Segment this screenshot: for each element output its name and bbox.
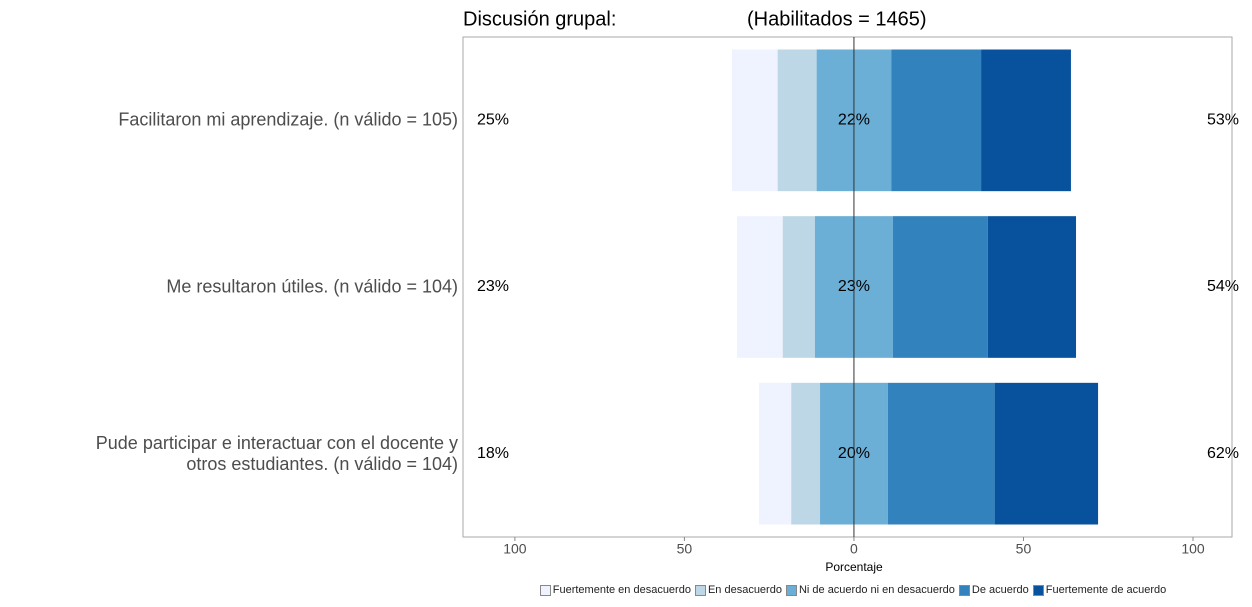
bar-segment xyxy=(782,216,815,358)
category-label: Me resultaron útiles. (n válido = 104) xyxy=(166,276,458,297)
left-label: 25% xyxy=(477,112,509,129)
x-tick-label: 50 xyxy=(677,541,693,557)
legend-swatch xyxy=(694,584,706,596)
x-axis-label: Porcentaje xyxy=(825,560,883,574)
bar-segment xyxy=(777,49,817,192)
chart-title: Discusión grupal: xyxy=(463,8,616,30)
legend: Fuertemente en desacuerdo En desacuerdo Ni… xyxy=(0,584,1252,596)
bar-segment xyxy=(736,216,783,358)
x-tick-label: 0 xyxy=(850,541,858,557)
bars xyxy=(731,49,1099,525)
legend-label: Fuertemente en desacuerdo xyxy=(552,584,691,596)
legend-swatch xyxy=(785,584,797,596)
legend-swatch xyxy=(539,584,551,596)
bar-segment xyxy=(994,382,1099,525)
legend-item: Ni de acuerdo ni en desacuerdo xyxy=(785,584,955,596)
left-label: 23% xyxy=(477,278,509,295)
bar-segment xyxy=(887,382,995,525)
left-label: 18% xyxy=(477,445,509,462)
bar-segment xyxy=(981,49,1071,192)
chart-subtitle: (Habilitados = 1465) xyxy=(747,8,927,30)
bar-segment xyxy=(987,216,1077,358)
bar-segment xyxy=(731,49,778,192)
bar-segment xyxy=(791,382,821,525)
legend-swatch xyxy=(958,584,970,596)
x-tick-label: 100 xyxy=(503,541,527,557)
legend-label: En desacuerdo xyxy=(707,584,782,596)
right-label: 53% xyxy=(1207,112,1239,129)
bar-segment xyxy=(759,382,792,525)
category-label: Pude participar e interactuar con el doc… xyxy=(95,432,458,474)
bar-segment xyxy=(892,216,988,358)
legend-label: Fuertemente de acuerdo xyxy=(1045,584,1167,596)
bar-segment xyxy=(891,49,982,192)
legend-item: De acuerdo xyxy=(958,584,1029,596)
right-label: 62% xyxy=(1207,445,1239,462)
legend-label: Ni de acuerdo ni en desacuerdo xyxy=(798,584,955,596)
right-label: 54% xyxy=(1207,278,1239,295)
category-label: Facilitaron mi aprendizaje. (n válido = … xyxy=(118,109,458,130)
legend-label: De acuerdo xyxy=(971,584,1029,596)
x-tick-label: 50 xyxy=(1016,541,1032,557)
legend-item: Fuertemente de acuerdo xyxy=(1032,584,1167,596)
legend-item: En desacuerdo xyxy=(694,584,782,596)
x-tick-label: 100 xyxy=(1181,541,1205,557)
legend-swatch xyxy=(1032,584,1044,596)
legend-item: Fuertemente en desacuerdo xyxy=(539,584,691,596)
